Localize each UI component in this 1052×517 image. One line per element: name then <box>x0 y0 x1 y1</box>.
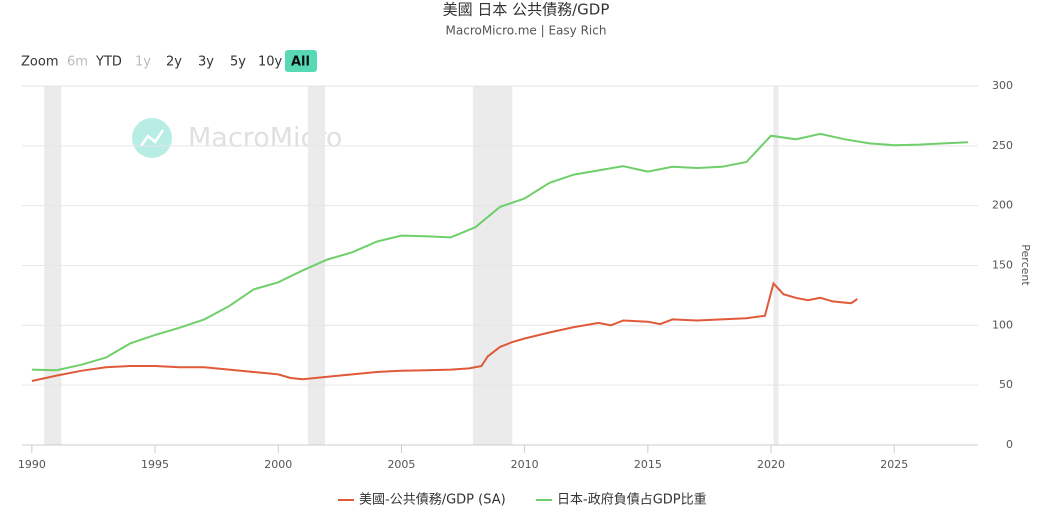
range-button[interactable]: 6m <box>67 55 88 70</box>
x-tick-label: 2005 <box>387 458 415 471</box>
range-button[interactable]: 3y <box>198 55 214 70</box>
y-tick-label: 0 <box>1006 438 1013 451</box>
y-tick-label: 250 <box>992 139 1013 152</box>
legend-label: 日本-政府負債占GDP比重 <box>557 492 707 508</box>
range-button-bg <box>285 50 317 72</box>
x-tick-label: 1990 <box>18 458 46 471</box>
watermark-logo-line <box>139 129 165 147</box>
y-tick-label: 50 <box>999 378 1013 391</box>
range-button[interactable]: 5y <box>230 55 246 70</box>
series-line <box>31 281 858 382</box>
legend-item[interactable]: 日本-政府負債占GDP比重 <box>536 492 707 508</box>
x-tick-label: 2020 <box>757 458 785 471</box>
range-button[interactable]: 2y <box>166 55 182 70</box>
zoom-label: Zoom <box>21 55 58 70</box>
y-axis-title: Percent <box>1019 244 1032 286</box>
y-tick-label: 150 <box>992 259 1013 272</box>
chart-subtitle: MacroMicro.me | Easy Rich <box>446 24 607 38</box>
range-button[interactable]: 10y <box>258 55 283 70</box>
x-tick-label: 2010 <box>511 458 539 471</box>
range-button[interactable]: All <box>291 55 310 70</box>
y-tick-label: 100 <box>992 318 1013 331</box>
y-tick-label: 300 <box>992 79 1013 92</box>
x-tick-label: 1995 <box>141 458 169 471</box>
x-tick-label: 2025 <box>880 458 908 471</box>
x-tick-label: 2000 <box>264 458 292 471</box>
legend-item[interactable]: 美國-公共債務/GDP (SA) <box>338 493 506 508</box>
range-button[interactable]: 1y <box>135 55 151 70</box>
series-line <box>31 132 969 372</box>
range-button[interactable]: YTD <box>95 55 122 70</box>
legend-label: 美國-公共債務/GDP (SA) <box>359 493 506 508</box>
chart-title: 美國 日本 公共債務/GDP <box>443 1 610 19</box>
x-tick-label: 2015 <box>634 458 662 471</box>
y-tick-label: 200 <box>992 199 1013 212</box>
